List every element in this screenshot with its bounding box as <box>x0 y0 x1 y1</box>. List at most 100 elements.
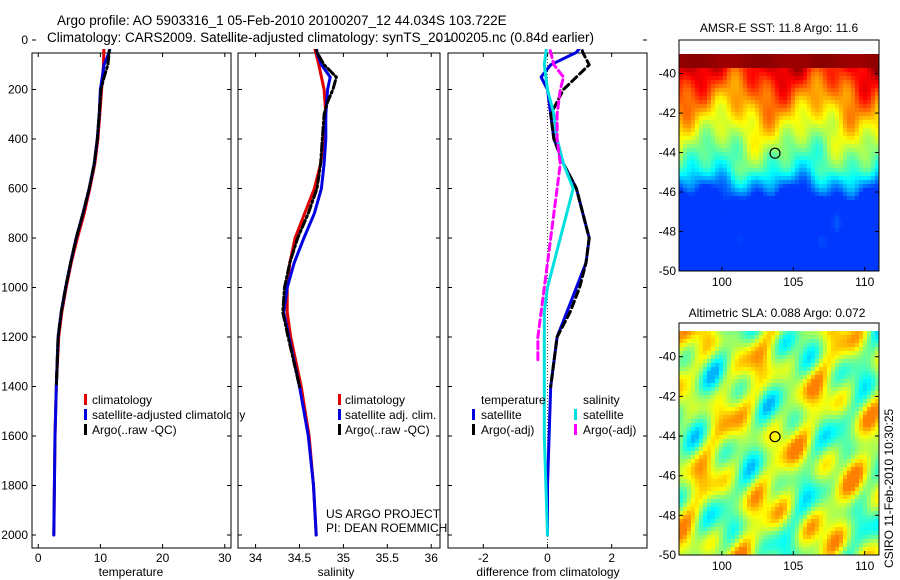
map-cell <box>747 156 752 161</box>
map-cell <box>871 180 876 185</box>
map-cell <box>787 447 792 452</box>
map-cell <box>755 363 760 368</box>
map-cell <box>799 431 804 436</box>
map-cell <box>751 200 756 205</box>
map-cell <box>763 256 768 261</box>
map-cell <box>823 427 828 432</box>
map-cell <box>815 144 820 149</box>
map-cell <box>811 419 816 424</box>
map-cell <box>819 188 824 193</box>
map-cell <box>683 212 688 217</box>
map-cell <box>827 172 832 177</box>
map-cell <box>795 391 800 396</box>
map-cell <box>815 108 820 113</box>
map-cell <box>859 136 864 141</box>
map-cell <box>779 467 784 472</box>
map-cell <box>763 379 768 384</box>
map-cell <box>795 84 800 89</box>
map-cell <box>747 331 752 336</box>
map-cell <box>855 100 860 105</box>
map-cell <box>751 216 756 221</box>
map-cell <box>855 192 860 197</box>
map-cell <box>839 443 844 448</box>
map-cell <box>751 132 756 137</box>
map-cell <box>711 96 716 101</box>
map-cell <box>815 355 820 360</box>
map-cell <box>823 60 828 65</box>
map-cell <box>679 236 684 241</box>
map-cell <box>711 415 716 420</box>
map-cell <box>703 54 708 57</box>
map-cell <box>703 64 708 69</box>
map-cell <box>875 76 879 81</box>
map-cell <box>855 200 860 205</box>
map-cell <box>863 411 868 416</box>
map-cell <box>779 148 784 153</box>
map-cell <box>831 331 836 336</box>
map-cell <box>771 419 776 424</box>
map-cell <box>767 88 772 93</box>
map-cell <box>811 323 816 328</box>
map-cell <box>755 395 760 400</box>
map-cell <box>839 331 844 336</box>
map-cell <box>731 208 736 213</box>
map-cell <box>827 48 832 53</box>
map-cell <box>715 459 720 464</box>
map-cell <box>867 335 872 340</box>
map-cell <box>831 196 836 201</box>
map-cell <box>763 439 768 444</box>
map-cell <box>699 92 704 97</box>
map-cell <box>763 387 768 392</box>
map-cell <box>703 359 708 364</box>
map-cell <box>739 128 744 133</box>
map-cell <box>807 363 812 368</box>
map-cell <box>819 72 824 77</box>
map-cell <box>779 407 784 412</box>
map-cell <box>715 347 720 352</box>
map-cell <box>711 60 716 65</box>
map-cell <box>859 84 864 89</box>
map-cell <box>775 220 780 225</box>
map-cell <box>859 431 864 436</box>
map-cell <box>867 148 872 153</box>
map-cell <box>751 196 756 201</box>
map-cell <box>799 371 804 376</box>
map-cell <box>691 411 696 416</box>
map-cell <box>683 216 688 221</box>
map-cell <box>775 120 780 125</box>
map-cell <box>839 136 844 141</box>
map-cell <box>871 80 876 85</box>
map-cell <box>779 132 784 137</box>
map-cell <box>839 212 844 217</box>
map-cell <box>755 443 760 448</box>
map-cell <box>791 331 796 336</box>
map-cell <box>691 64 696 69</box>
map-cell <box>767 439 772 444</box>
map-cell <box>703 351 708 356</box>
map-cell <box>763 447 768 452</box>
map-cell <box>763 192 768 197</box>
map-cell <box>803 248 808 253</box>
map-cell <box>863 200 868 205</box>
map-cell <box>815 92 820 97</box>
map-cell <box>823 64 828 69</box>
map-cell <box>703 60 708 65</box>
map-cell <box>719 168 724 173</box>
map-cell <box>731 132 736 137</box>
map-cell <box>699 451 704 456</box>
map-cell <box>835 331 840 336</box>
map-cell <box>695 200 700 205</box>
map-cell <box>855 351 860 356</box>
map-cell <box>799 96 804 101</box>
map-cell <box>779 76 784 81</box>
map-cell <box>867 463 872 468</box>
map-cell <box>807 96 812 101</box>
map-cell <box>811 100 816 105</box>
map-cell <box>775 100 780 105</box>
map-cell <box>703 343 708 348</box>
map-cell <box>711 323 716 328</box>
map-cell <box>791 60 796 65</box>
map-cell <box>859 248 864 253</box>
map-cell <box>687 415 692 420</box>
